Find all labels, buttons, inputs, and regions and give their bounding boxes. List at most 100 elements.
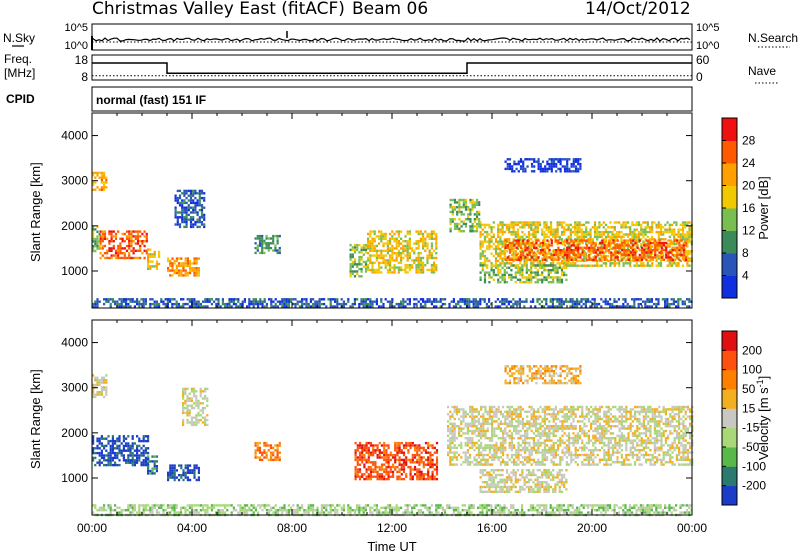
power-echo-cell [688, 298, 691, 301]
power-echo-cell [669, 251, 672, 254]
velocity-echo-cell [118, 444, 121, 448]
power-echo-cell [666, 302, 669, 306]
power-echo-cell [389, 254, 392, 257]
velocity-echo-cell [418, 468, 421, 471]
power-echo-cell [292, 298, 295, 301]
power-echo-cell [349, 248, 352, 252]
power-echo-cell [621, 253, 624, 257]
power-echo-cell [369, 232, 372, 236]
velocity-echo-cell [114, 461, 117, 464]
power-echo-cell [684, 247, 687, 251]
power-echo-cell [384, 259, 387, 262]
power-echo-cell [153, 300, 156, 303]
velocity-echo-cell [451, 405, 454, 409]
power-echo-cell [342, 302, 345, 306]
power-echo-cell [184, 274, 187, 277]
power-echo-cell [642, 228, 645, 231]
power-echo-cell [633, 302, 636, 306]
power-echo-cell [566, 239, 569, 242]
velocity-echo-cell [484, 422, 487, 425]
power-echo-cell [567, 264, 570, 267]
power-echo-cell [193, 267, 196, 270]
power-echo-cell [535, 258, 538, 261]
power-echo-cell [681, 221, 685, 224]
power-echo-cell [557, 239, 560, 242]
velocity-echo-cell [449, 422, 452, 425]
power-echo-cell [563, 233, 566, 236]
power-echo-cell [629, 264, 632, 267]
power-echo-cell [569, 305, 572, 308]
velocity-echo-cell [182, 394, 185, 398]
power-echo-cell [541, 230, 544, 234]
power-echo-cell [261, 244, 264, 247]
power-echo-cell [573, 300, 576, 303]
power-echo-cell [435, 300, 438, 303]
velocity-echo-cell [367, 473, 370, 476]
power-echo-cell [505, 266, 509, 269]
power-echo-cell [351, 260, 354, 264]
power-echo-cell [593, 254, 597, 258]
power-echo-cell [614, 244, 617, 247]
power-echo-cell [632, 251, 635, 254]
power-echo-cell [417, 259, 420, 262]
power-echo-cell [580, 223, 583, 227]
power-echo-cell [508, 276, 511, 279]
velocity-echo-cell [189, 469, 192, 472]
power-echo-cell [109, 298, 112, 301]
power-echo-cell [119, 256, 122, 260]
power-echo-cell [587, 221, 590, 224]
power-echo-cell [519, 262, 522, 265]
power-echo-cell [640, 223, 643, 227]
power-echo-cell [640, 251, 644, 254]
power-echo-cell [566, 167, 569, 171]
velocity-echo-cell [458, 434, 461, 437]
power-echo-cell [433, 230, 436, 233]
power-echo-cell [621, 244, 624, 247]
power-echo-region [92, 298, 693, 308]
power-echo-cell [626, 226, 630, 229]
velocity-echo-cell [363, 473, 366, 476]
power-echo-cell [331, 305, 334, 308]
velocity-echo-cell [396, 441, 399, 445]
power-echo-cell [94, 176, 97, 179]
velocity-echo-cell [182, 387, 185, 391]
power-echo-cell [176, 201, 179, 205]
velocity-echo-cell [422, 456, 425, 459]
velocity-echo-cell [383, 441, 386, 445]
velocity-echo-cell [138, 444, 141, 448]
power-echo-cell [617, 298, 620, 301]
velocity-echo-cell [376, 446, 379, 450]
velocity-echo-cell [396, 470, 399, 474]
power-echo-cell [276, 239, 279, 243]
power-echo-cell [578, 264, 581, 267]
power-echo-cell [516, 269, 520, 272]
velocity-echo-cell [193, 402, 196, 405]
power-echo-cell [528, 258, 531, 261]
power-echo-cell [625, 253, 628, 257]
power-echo-cell [132, 256, 135, 260]
power-echo-cell [581, 251, 584, 254]
power-echo-cell [254, 298, 257, 301]
power-colorbar-label: Power [dB] [756, 176, 771, 240]
velocity-echo-cell [367, 453, 370, 457]
power-echo-cell [579, 167, 582, 171]
velocity-echo-cell [451, 427, 454, 430]
velocity-echo-cell [127, 444, 130, 448]
power-echo-cell [397, 240, 400, 243]
power-echo-cell [569, 238, 572, 241]
velocity-echo-cell [488, 449, 491, 452]
power-echo-cell [130, 242, 133, 245]
power-echo-cell [497, 254, 500, 258]
power-echo-cell [662, 244, 666, 247]
velocity-echo-cell [488, 451, 491, 454]
power-echo-cell [281, 302, 284, 306]
power-echo-cell [527, 247, 531, 251]
power-echo-cell [684, 250, 687, 253]
velocity-echo-cell [431, 446, 434, 450]
velocity-echo-cell [473, 420, 476, 423]
power-echo-cell [530, 259, 533, 263]
power-echo-cell [593, 223, 597, 227]
power-echo-cell [638, 239, 641, 242]
power-echo-cell [655, 230, 658, 234]
velocity-echo-cell [258, 451, 262, 454]
